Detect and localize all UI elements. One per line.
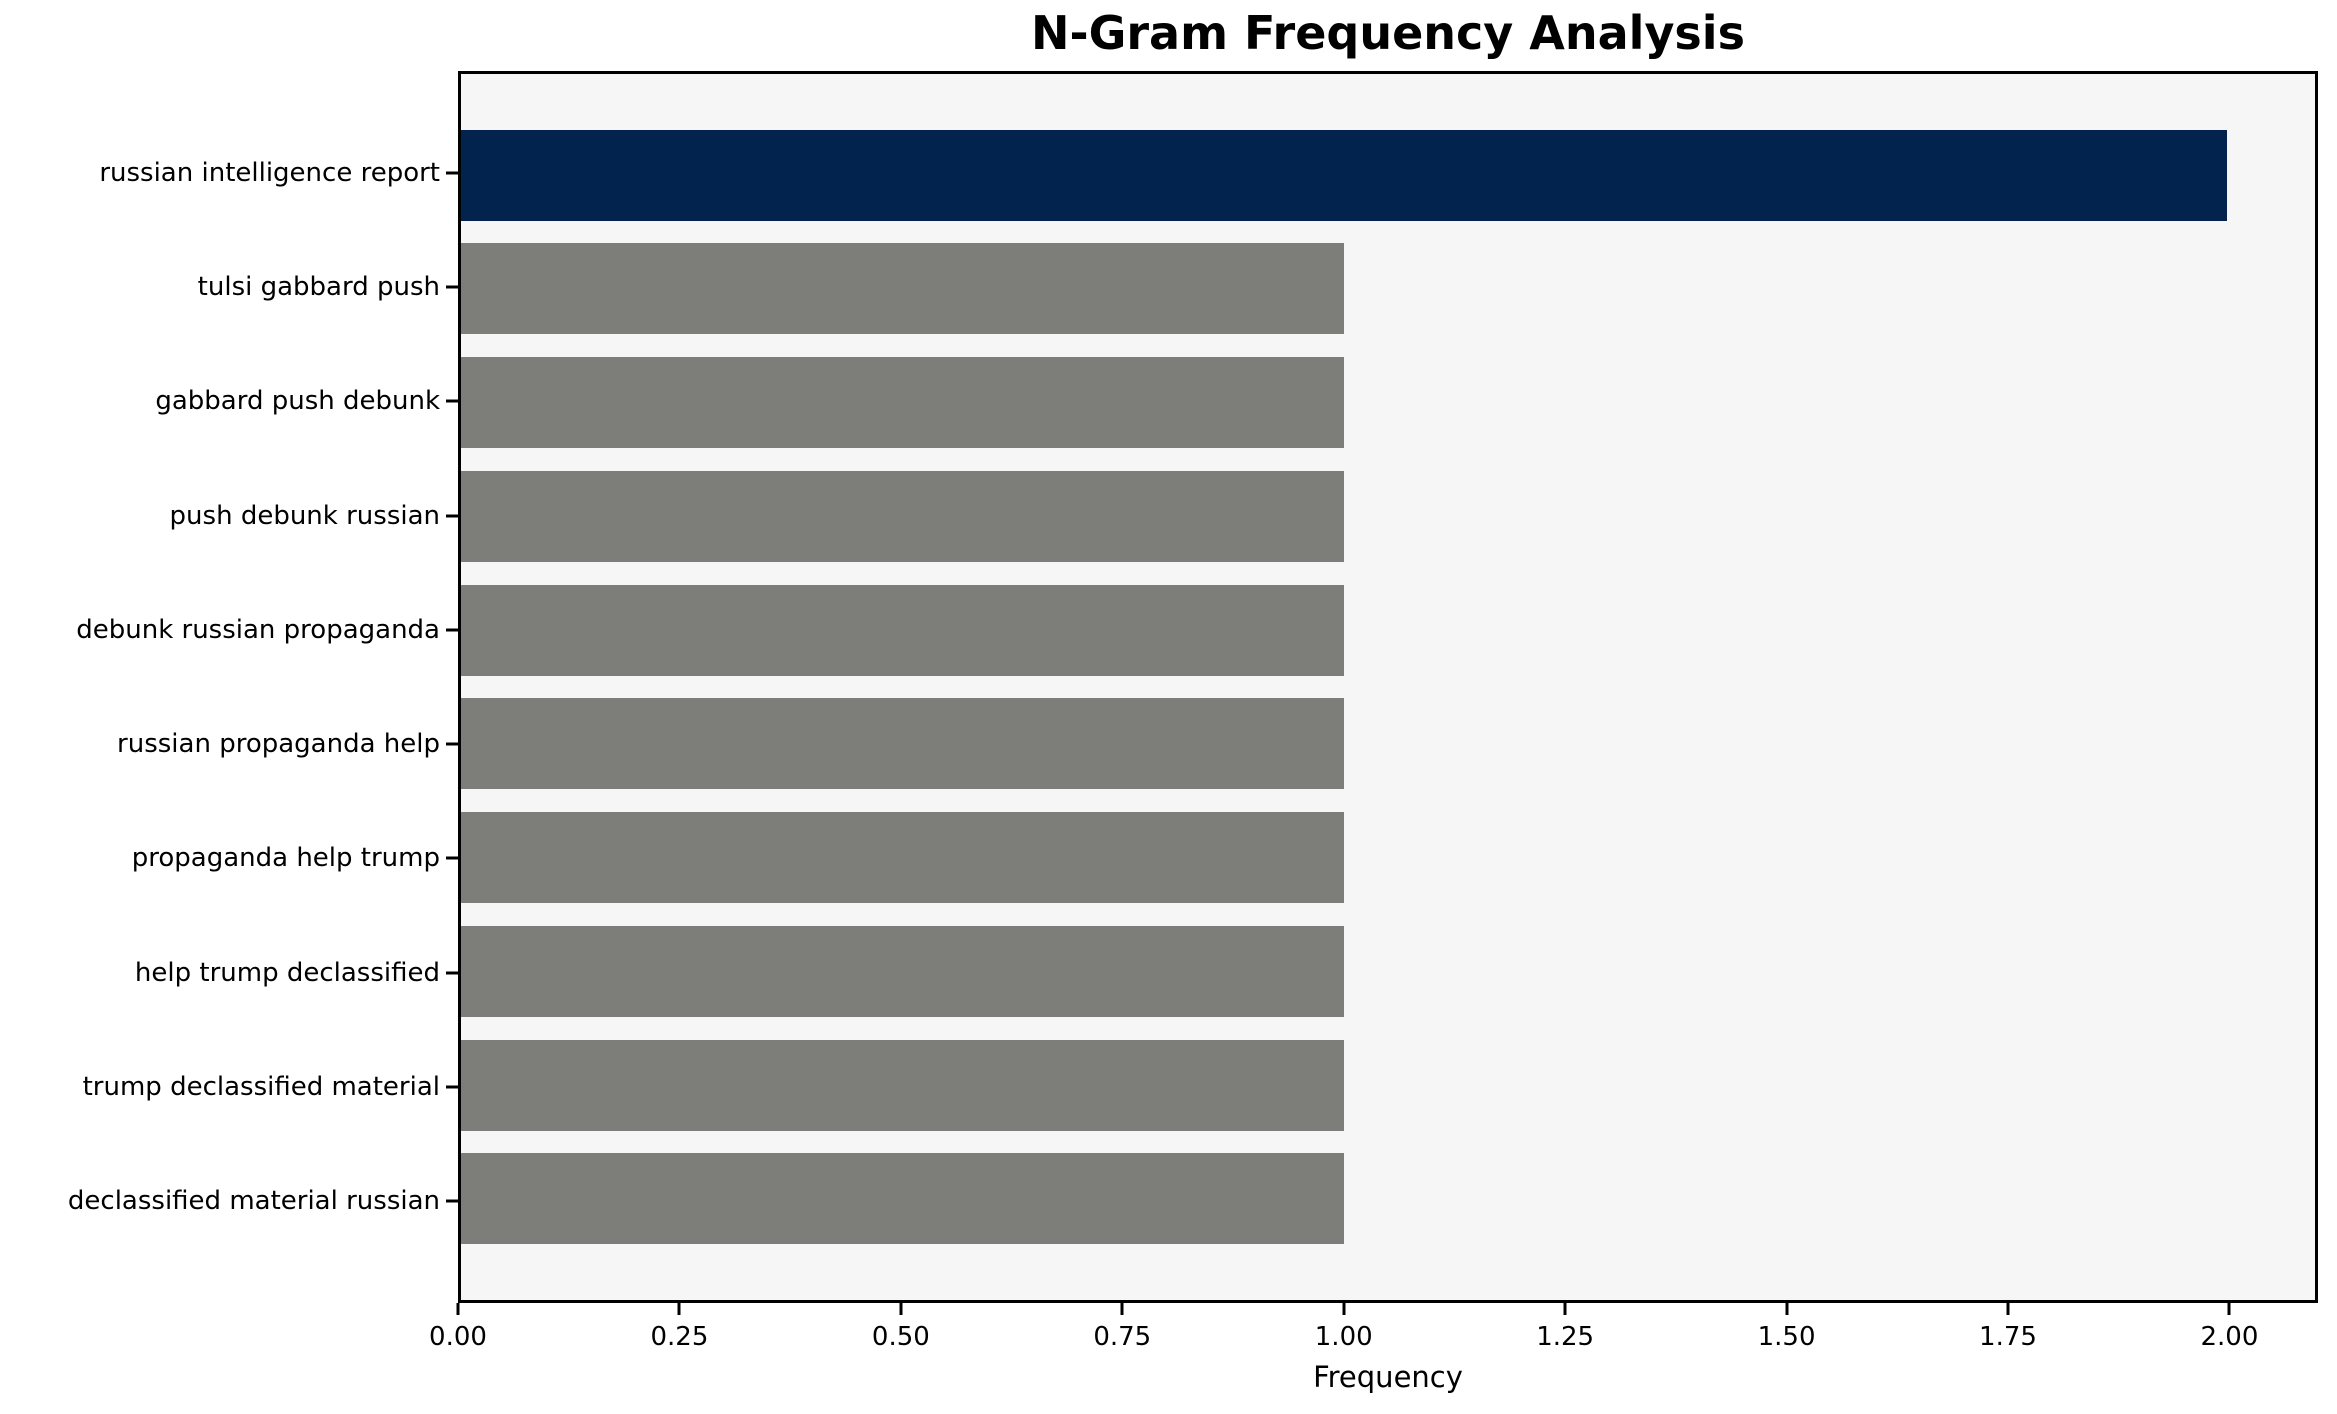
x-tick-label: 1.25	[1536, 1322, 1595, 1352]
x-tick-label: 1.00	[1314, 1322, 1373, 1352]
y-tick-label: russian propaganda help	[117, 729, 440, 760]
x-tick-mark	[677, 1303, 681, 1315]
x-tick-mark	[2227, 1303, 2231, 1315]
y-tick-mark	[446, 856, 458, 860]
plot-area	[458, 71, 2318, 1303]
bar-propaganda-help-trump	[461, 812, 1344, 904]
y-tick-label: declassified material russian	[67, 1186, 440, 1217]
y-tick-label: tulsi gabbard push	[197, 272, 440, 302]
x-tick-label: 1.75	[1979, 1322, 2037, 1352]
y-tick-mark	[446, 628, 458, 632]
y-tick-mark	[446, 742, 458, 746]
y-tick-label: russian intelligence report	[99, 157, 440, 188]
y-tick-label: push debunk russian	[169, 500, 440, 531]
x-tick-label: 1.50	[1757, 1322, 1816, 1352]
x-tick-mark	[1785, 1303, 1789, 1315]
bar-gabbard-push-debunk	[461, 357, 1344, 449]
y-tick-mark	[446, 171, 458, 175]
x-tick-label: 0.00	[429, 1322, 487, 1352]
y-tick-mark	[446, 514, 458, 518]
y-tick-label: trump declassified material	[82, 1072, 440, 1102]
y-tick-mark	[446, 285, 458, 289]
bar-trump-declassified-material	[461, 1039, 1344, 1131]
x-tick-label: 0.75	[1093, 1322, 1152, 1352]
y-tick-mark	[446, 399, 458, 403]
x-tick-mark	[1342, 1303, 1346, 1315]
bar-debunk-russian-propaganda	[461, 584, 1344, 676]
x-axis-label: Frequency	[1313, 1360, 1463, 1394]
y-tick-label: gabbard push debunk	[155, 386, 440, 417]
bar-declassified-material-russian	[461, 1153, 1344, 1245]
x-tick-mark	[456, 1303, 460, 1315]
y-tick-mark	[446, 971, 458, 975]
y-tick-label: propaganda help trump	[131, 843, 440, 874]
x-tick-mark	[1563, 1303, 1567, 1315]
bar-russian-intelligence-report	[461, 129, 2227, 221]
x-tick-label: 2.00	[2200, 1322, 2259, 1352]
bar-tulsi-gabbard-push	[461, 243, 1344, 335]
chart-title: N-Gram Frequency Analysis	[1031, 6, 1745, 60]
x-tick-mark	[1120, 1303, 1124, 1315]
y-tick-label: debunk russian propaganda	[76, 614, 440, 645]
bar-push-debunk-russian	[461, 470, 1344, 562]
bar-help-trump-declassified	[461, 925, 1344, 1017]
x-tick-label: 0.25	[650, 1322, 709, 1352]
x-tick-mark	[899, 1303, 903, 1315]
y-tick-mark	[446, 1199, 458, 1203]
y-tick-label: help trump declassified	[134, 957, 440, 988]
x-tick-mark	[2006, 1303, 2010, 1315]
x-tick-label: 0.50	[871, 1322, 930, 1352]
y-tick-mark	[446, 1085, 458, 1089]
bar-russian-propaganda-help	[461, 698, 1344, 790]
